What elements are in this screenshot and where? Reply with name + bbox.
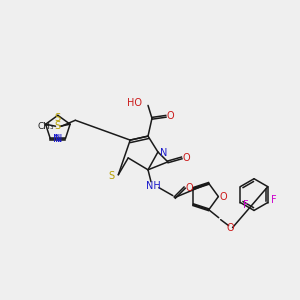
- Text: CH₃: CH₃: [38, 122, 54, 131]
- Text: S: S: [54, 121, 61, 131]
- Text: NH: NH: [146, 181, 160, 191]
- Text: N: N: [55, 134, 62, 144]
- Text: F: F: [243, 200, 249, 211]
- Text: F: F: [271, 194, 277, 205]
- Text: O: O: [227, 223, 234, 232]
- Text: O: O: [220, 192, 227, 202]
- Text: O: O: [186, 183, 194, 193]
- Text: S: S: [55, 113, 61, 123]
- Text: O: O: [183, 153, 190, 163]
- Text: N: N: [160, 148, 168, 158]
- Text: O: O: [167, 111, 175, 121]
- Text: S: S: [108, 171, 114, 181]
- Text: N: N: [53, 134, 61, 144]
- Text: HO: HO: [127, 98, 142, 108]
